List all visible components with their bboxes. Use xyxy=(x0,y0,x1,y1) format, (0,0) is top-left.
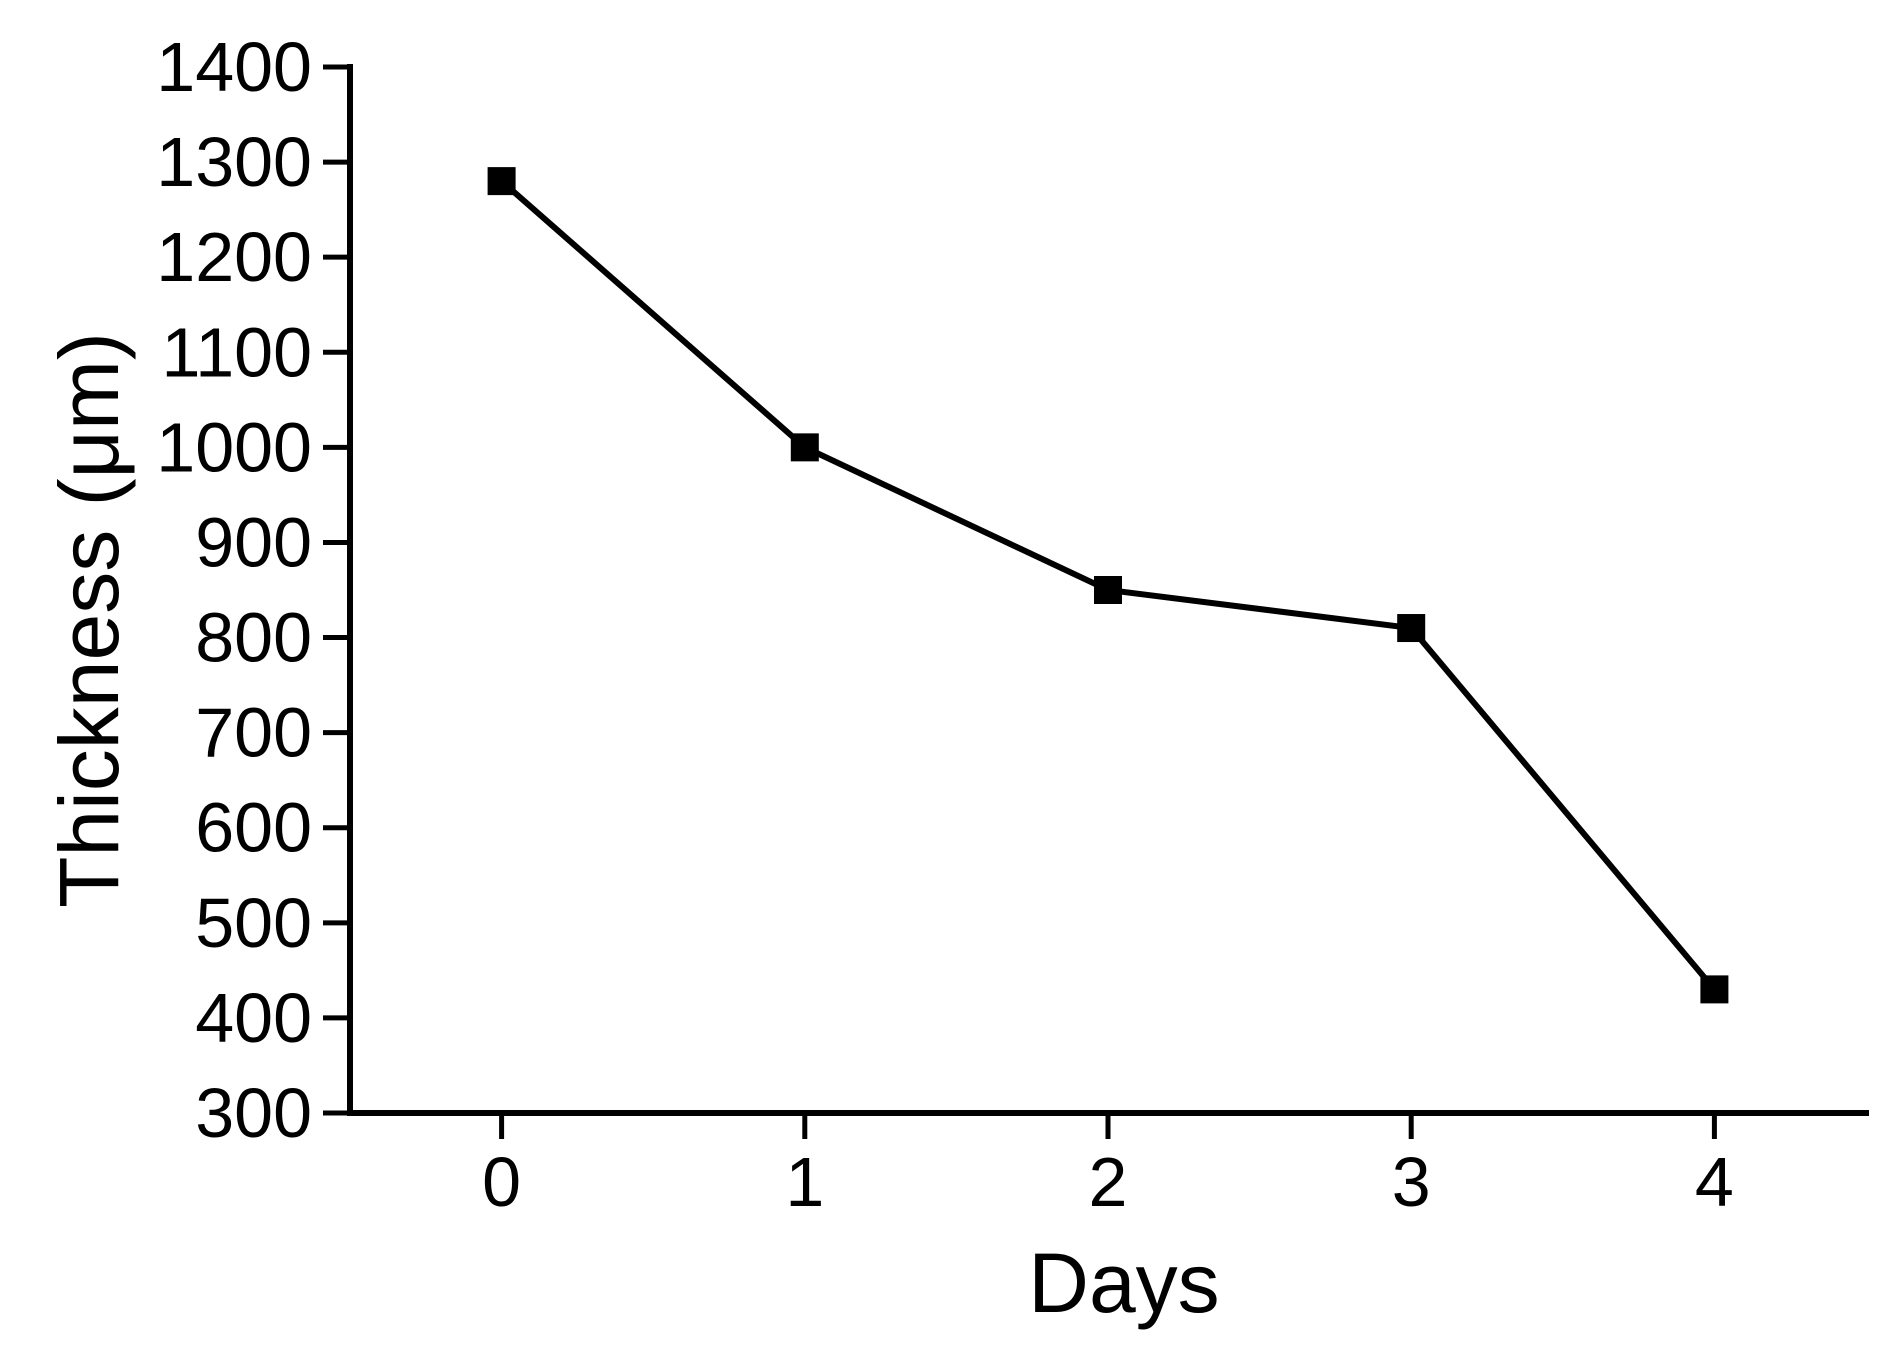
data-point-marker xyxy=(1397,614,1426,643)
axes xyxy=(347,64,1869,1116)
data-point-marker xyxy=(487,167,516,196)
y-tick-label: 600 xyxy=(195,789,312,867)
y-tick-label: 1400 xyxy=(156,28,312,106)
y-tick-label: 900 xyxy=(195,503,312,581)
y-tick-label: 700 xyxy=(195,694,312,772)
x-tick-label: 0 xyxy=(482,1143,521,1221)
y-tick-label: 1000 xyxy=(156,408,312,486)
x-tick-label: 1 xyxy=(785,1143,824,1221)
x-tick-label: 3 xyxy=(1392,1143,1431,1221)
y-tick-label: 1200 xyxy=(156,218,312,296)
y-tick-label: 800 xyxy=(195,599,312,677)
y-tick-label: 300 xyxy=(195,1074,312,1152)
x-tick-label: 4 xyxy=(1695,1143,1734,1221)
y-tick-label: 400 xyxy=(195,979,312,1057)
y-tick-label: 1300 xyxy=(156,123,312,201)
data-point-marker xyxy=(1700,975,1729,1004)
y-tick-label: 500 xyxy=(195,884,312,962)
y-tick-label: 1100 xyxy=(161,313,312,391)
x-tick-label: 2 xyxy=(1089,1143,1128,1221)
y-axis-title: Thickness (μm) xyxy=(42,332,136,908)
x-axis-title: Days xyxy=(1028,1236,1219,1330)
data-point-marker xyxy=(1094,576,1122,604)
data-point-marker xyxy=(790,433,819,462)
